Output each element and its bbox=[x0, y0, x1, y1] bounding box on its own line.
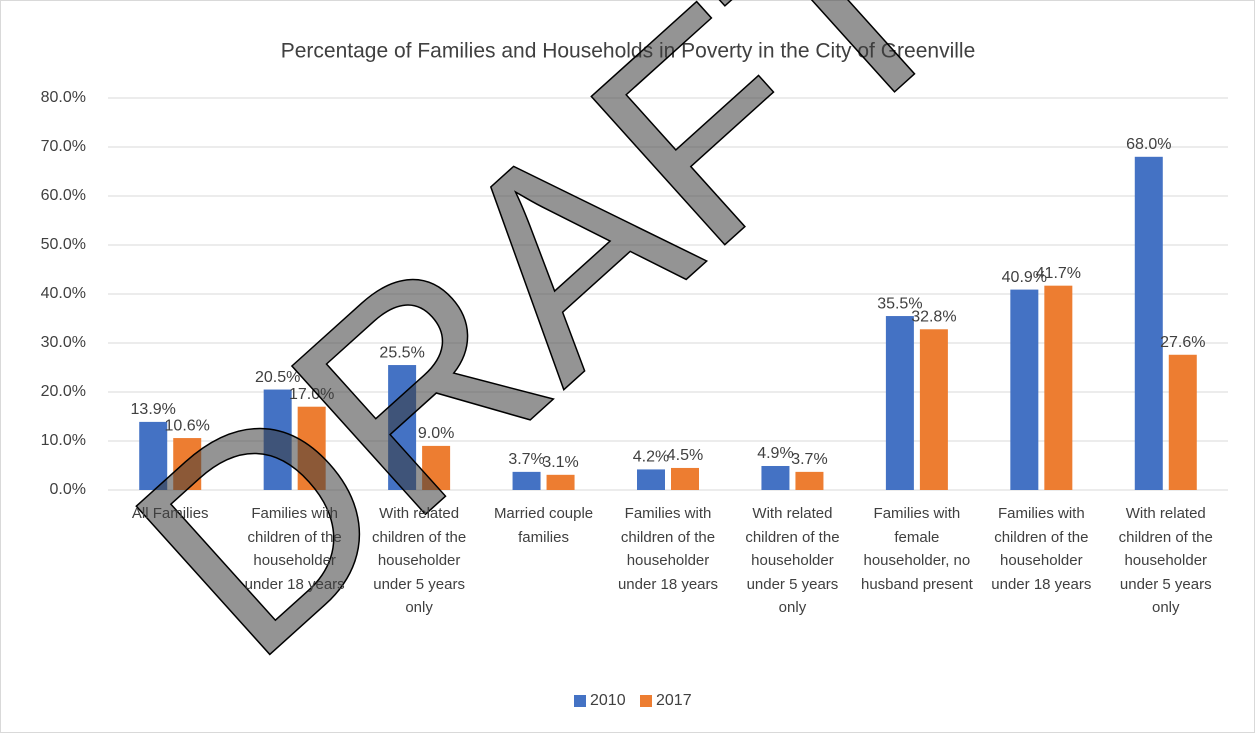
bar bbox=[761, 465, 790, 490]
y-tick-label: 40.0% bbox=[41, 285, 86, 302]
y-tick-label: 0.0% bbox=[50, 481, 86, 498]
data-label: 3.7% bbox=[791, 451, 827, 468]
data-label: 4.9% bbox=[757, 445, 793, 462]
data-label: 68.0% bbox=[1126, 136, 1171, 153]
data-label: 3.7% bbox=[508, 451, 544, 468]
bar bbox=[795, 471, 824, 490]
data-label: 41.7% bbox=[1036, 265, 1081, 282]
bar bbox=[388, 365, 417, 490]
x-tick-label: Married couple families bbox=[493, 505, 594, 546]
y-tick-label: 30.0% bbox=[41, 334, 86, 351]
y-tick-label: 50.0% bbox=[41, 236, 86, 253]
data-label: 20.5% bbox=[255, 369, 300, 386]
data-label: 10.6% bbox=[165, 417, 210, 434]
x-tick-label: Families with female householder, no hus… bbox=[860, 505, 973, 593]
y-tick-label: 10.0% bbox=[41, 432, 86, 449]
x-tick-label: Families with children of the householde… bbox=[617, 505, 719, 593]
bar bbox=[885, 316, 914, 490]
bar bbox=[671, 467, 699, 490]
legend-label: 2010 bbox=[590, 692, 626, 709]
data-label: 40.9% bbox=[1002, 269, 1047, 286]
data-label: 3.1% bbox=[542, 454, 578, 471]
bar bbox=[422, 445, 451, 490]
bar bbox=[263, 389, 292, 490]
bar bbox=[512, 471, 541, 490]
y-tick-label: 80.0% bbox=[41, 89, 86, 106]
bar bbox=[919, 329, 948, 490]
bar bbox=[139, 421, 168, 490]
data-label: 9.0% bbox=[418, 425, 454, 442]
bar bbox=[637, 469, 665, 490]
y-tick-label: 20.0% bbox=[41, 383, 86, 400]
x-tick-label: Families with children of the householde… bbox=[244, 505, 345, 593]
x-tick-label: With related children of the householder… bbox=[371, 505, 467, 616]
data-label: 17.0% bbox=[289, 386, 334, 403]
legend-swatch bbox=[640, 695, 652, 707]
chart-title: Percentage of Families and Households in… bbox=[281, 40, 976, 63]
bar bbox=[173, 438, 202, 490]
x-tick-label: With related children of the householder… bbox=[1118, 505, 1213, 616]
data-label: 35.5% bbox=[877, 295, 922, 312]
data-label: 32.8% bbox=[911, 308, 956, 325]
x-tick-label: Families with children of the householde… bbox=[991, 505, 1092, 593]
bar bbox=[297, 406, 326, 490]
data-label: 27.6% bbox=[1160, 334, 1205, 351]
x-tick-label: All Families bbox=[131, 505, 209, 522]
bar bbox=[1134, 156, 1163, 491]
bar bbox=[1168, 354, 1197, 490]
y-tick-label: 70.0% bbox=[41, 138, 86, 155]
bar bbox=[546, 474, 575, 490]
x-tick-label: With related children of the householder… bbox=[745, 505, 840, 616]
data-label: 4.2% bbox=[633, 449, 669, 466]
y-tick-label: 60.0% bbox=[41, 187, 86, 204]
legend-swatch bbox=[574, 695, 586, 707]
bar bbox=[1010, 289, 1039, 490]
data-label: 25.5% bbox=[379, 344, 424, 361]
legend-label: 2017 bbox=[656, 692, 692, 709]
data-label: 4.5% bbox=[667, 447, 703, 464]
bar bbox=[1044, 285, 1073, 490]
data-label: 13.9% bbox=[131, 401, 176, 418]
